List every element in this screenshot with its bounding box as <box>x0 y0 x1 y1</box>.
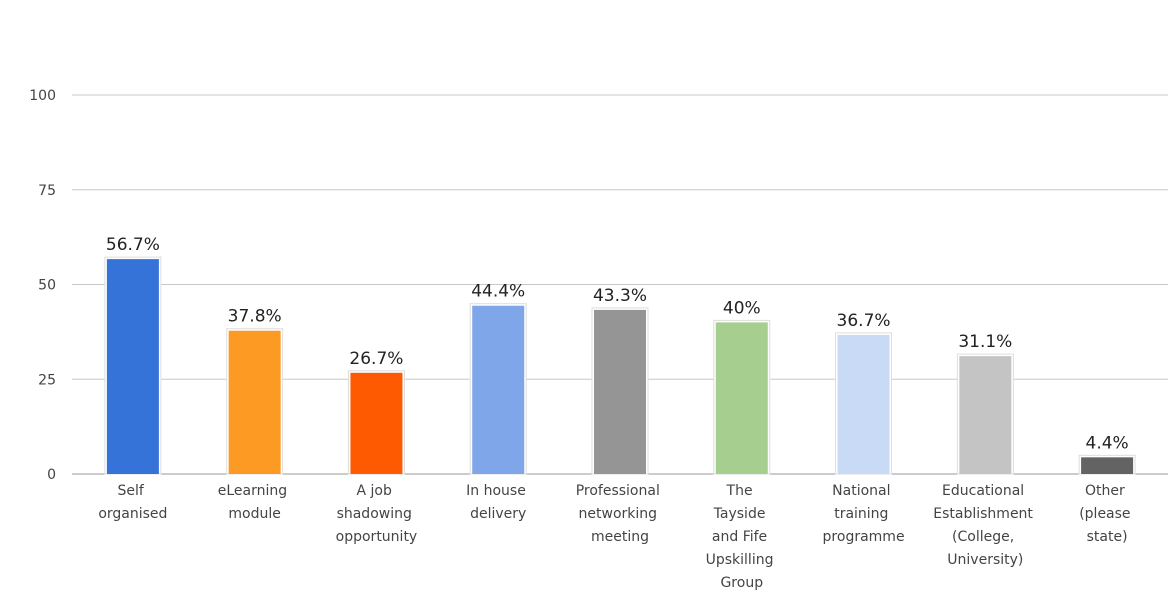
bar <box>959 356 1012 474</box>
x-tick-label: Self organised <box>98 483 167 522</box>
bar <box>106 259 159 474</box>
bar <box>350 372 403 474</box>
bar <box>837 334 890 474</box>
y-tick-label: 100 <box>29 88 56 104</box>
x-tick-label: Professional networking meeting <box>576 483 665 545</box>
bar <box>594 309 646 474</box>
y-tick-label: 0 <box>47 467 56 483</box>
y-tick-label: 25 <box>38 372 56 388</box>
x-tick-label: In house delivery <box>466 483 530 522</box>
data-label: 31.1% <box>958 332 1012 352</box>
data-label: 44.4% <box>471 282 525 302</box>
bar <box>1081 457 1134 474</box>
bar <box>472 305 525 474</box>
x-tick-label: Other (please state) <box>1079 483 1135 545</box>
y-tick-label: 75 <box>38 183 56 199</box>
x-tick-label: A job shadowing opportunity <box>336 483 418 545</box>
y-tick-label: 50 <box>38 278 56 294</box>
bar <box>715 322 768 474</box>
x-tick-label: National training programme <box>823 483 905 545</box>
x-tick-label: The Tayside and Fife Upskilling Group <box>706 483 778 591</box>
data-label: 43.3% <box>593 286 647 306</box>
data-label: 36.7% <box>837 311 891 331</box>
bar <box>228 330 281 474</box>
data-label: 37.8% <box>228 307 282 327</box>
x-tick-label: Educational Establishment (College, Univ… <box>933 483 1037 568</box>
data-label: 56.7% <box>106 235 160 255</box>
data-label: 40% <box>723 298 761 318</box>
data-label: 4.4% <box>1086 433 1129 453</box>
x-tick-label: eLearning module <box>218 483 292 522</box>
data-label: 26.7% <box>349 349 403 369</box>
